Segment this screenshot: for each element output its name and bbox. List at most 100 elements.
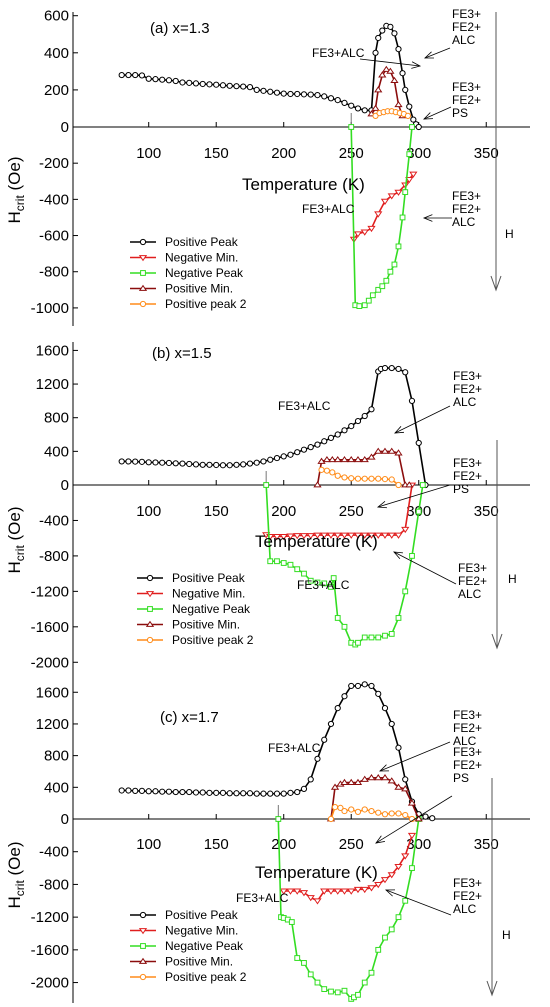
legend-label: Positive peak 2 <box>172 633 254 647</box>
data-point <box>179 460 186 467</box>
legend-label: Positive Min. <box>172 618 240 632</box>
data-point <box>301 570 307 577</box>
data-point <box>380 532 390 539</box>
series-line <box>316 450 410 486</box>
x-tick-label: 300 <box>406 836 431 853</box>
y-tick-label: 1200 <box>36 716 69 733</box>
data-point <box>280 790 287 797</box>
x-tick-label: 350 <box>474 836 499 853</box>
data-point <box>365 297 372 304</box>
series-negative-min- <box>279 832 417 905</box>
data-point <box>395 243 402 250</box>
data-point <box>354 105 362 112</box>
data-point <box>388 810 395 817</box>
data-point <box>233 83 240 90</box>
data-point <box>368 475 375 482</box>
legend-entry: Positive Min. <box>130 282 233 296</box>
legend-entry: Positive Peak <box>130 908 239 922</box>
data-point <box>367 532 376 539</box>
data-point <box>199 461 206 468</box>
data-point <box>219 789 227 796</box>
data-point <box>380 198 390 205</box>
data-point <box>313 898 322 905</box>
data-point <box>179 788 186 796</box>
data-point <box>354 417 362 425</box>
data-point <box>333 888 342 895</box>
annotation-label: FE3+ALC <box>302 202 355 216</box>
data-point <box>361 681 368 688</box>
y-tick-label: -1600 <box>31 942 69 959</box>
y-tick-label: 800 <box>44 748 69 765</box>
data-point <box>199 789 206 796</box>
data-point <box>379 283 386 290</box>
y-tick-label: -400 <box>39 512 69 529</box>
data-point <box>275 816 282 822</box>
data-point <box>395 365 402 373</box>
data-point <box>125 458 132 465</box>
data-point <box>372 49 379 56</box>
annotation-arrow-shaft <box>393 551 457 585</box>
data-point <box>327 434 335 441</box>
series-negative-peak <box>263 482 426 648</box>
data-point <box>387 872 396 879</box>
annotation-arrow <box>359 58 422 69</box>
data-point <box>406 151 413 158</box>
data-point <box>337 804 344 812</box>
annotation-arrow-head <box>376 501 388 509</box>
data-point <box>394 864 403 871</box>
data-point <box>375 475 382 482</box>
x-tick-label: 250 <box>339 503 364 520</box>
data-point <box>409 865 415 871</box>
annotation-label: FE3+ FE2+ PS <box>453 745 482 785</box>
data-point <box>375 34 382 42</box>
annotation-label: FE3+ALC <box>278 399 331 413</box>
data-point <box>152 76 159 83</box>
data-point <box>360 229 369 236</box>
data-point <box>274 558 280 565</box>
data-point <box>409 124 415 130</box>
data-point <box>118 71 125 79</box>
data-point <box>219 462 227 469</box>
x-tick-label: 150 <box>204 503 229 520</box>
data-point <box>368 682 375 690</box>
data-point <box>341 474 348 481</box>
data-point <box>368 807 375 815</box>
data-point <box>267 558 274 565</box>
annotation-arrow <box>393 551 457 585</box>
data-point <box>314 979 321 986</box>
annotation-arrow-shaft <box>424 47 451 59</box>
annotation-arrow-head <box>394 426 405 434</box>
annotation-arrow-head <box>411 61 422 69</box>
legend-label: Negative Peak <box>165 939 244 953</box>
data-point <box>293 533 302 540</box>
data-point <box>360 886 369 894</box>
field-label: H <box>505 227 514 241</box>
data-point <box>138 72 146 79</box>
x-tick-label: 100 <box>136 503 161 520</box>
data-point <box>329 469 336 476</box>
data-point <box>355 991 361 998</box>
field-label: H <box>508 572 517 586</box>
data-point <box>382 65 391 72</box>
data-point <box>387 532 396 539</box>
annotation-arrow-head <box>423 112 434 120</box>
data-point <box>374 882 383 889</box>
y-tick-label: -800 <box>39 548 69 565</box>
data-point <box>300 785 308 792</box>
y-tick-label: -400 <box>39 844 69 861</box>
data-point <box>361 634 368 641</box>
data-point <box>415 439 422 447</box>
data-point <box>374 774 383 781</box>
data-point <box>159 788 166 795</box>
data-point <box>206 461 213 468</box>
data-point <box>326 888 336 895</box>
data-point <box>233 461 240 468</box>
data-point <box>340 455 349 463</box>
data-point <box>152 788 159 795</box>
annotation-label: FE3+ FE2+ ALC <box>452 189 481 229</box>
x-axis-label: Temperature (K) <box>255 532 378 551</box>
data-point <box>386 67 395 74</box>
y-tick-label: 800 <box>44 410 69 427</box>
data-point <box>401 853 410 860</box>
data-point <box>401 785 410 792</box>
